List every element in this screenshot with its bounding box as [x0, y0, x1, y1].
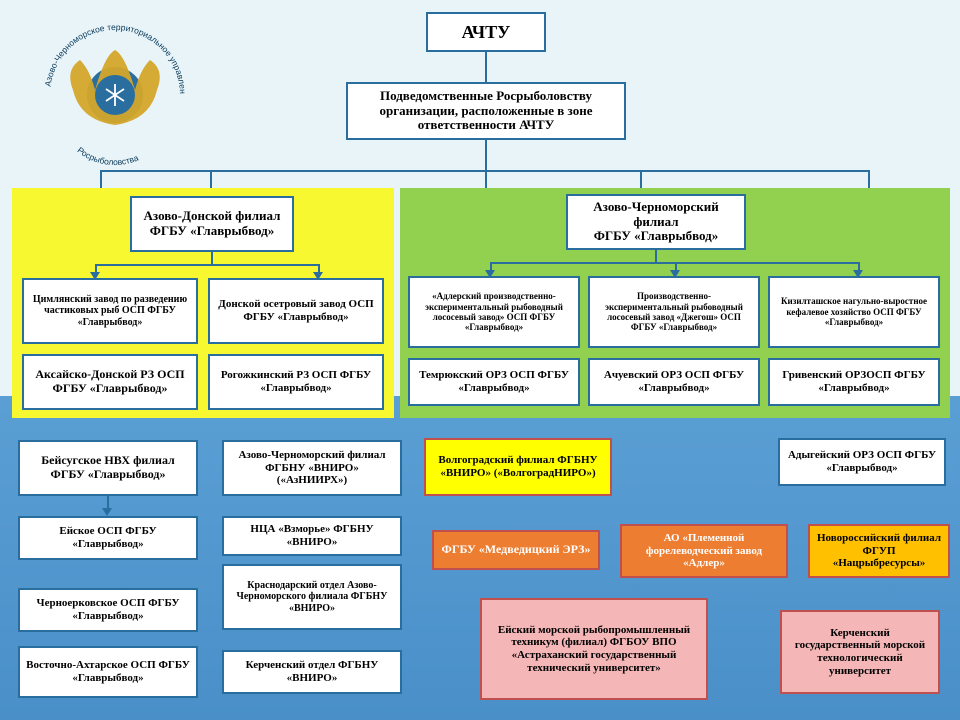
green-branch-header-text: Азово-Черноморский филиал ФГБУ «Главрыбв… — [574, 200, 738, 245]
subroot-box: Подведомственные Росрыболовству организа… — [346, 82, 626, 140]
root-box: АЧТУ — [426, 12, 546, 52]
yellow-child-0-text: Цимлянский завод по разведению частиковы… — [30, 294, 190, 329]
beisug-header: Бейсугское НВХ филиал ФГБУ «Главрыбвод» — [18, 440, 198, 496]
subroot-text: Подведомственные Росрыболовству организа… — [354, 89, 618, 134]
yellow-branch-header-text: Азово-Донской филиал ФГБУ «Главрыбвод» — [144, 209, 281, 239]
green-child-4: Ачуевский ОРЗ ОСП ФГБУ «Главрыбвод» — [588, 358, 760, 406]
kerch-box: Керченский государственный морской техно… — [780, 610, 940, 694]
green-branch-header: Азово-Черноморский филиал ФГБУ «Главрыбв… — [566, 194, 746, 250]
vniro-child-2-text: Керченский отдел ФГБНУ «ВНИРО» — [230, 659, 394, 684]
volg-box: Волгоградский филиал ФГБНУ «ВНИРО» («Вол… — [424, 438, 612, 496]
beisug-child-0: Ейское ОСП ФГБУ «Главрыбвод» — [18, 516, 198, 560]
green-child-4-text: Ачуевский ОРЗ ОСП ФГБУ «Главрыбвод» — [596, 369, 752, 394]
green-child-5: Гривенский ОРЗОСП ФГБУ «Главрыбвод» — [768, 358, 940, 406]
green-child-3-text: Темрюкский ОРЗ ОСП ФГБУ «Главрыбвод» — [416, 369, 572, 394]
eisk-text: Ейский морской рыбопромышленный техникум… — [488, 624, 700, 675]
green-child-2: Кизилташское нагульно-выростное кефалево… — [768, 276, 940, 348]
medv-box: ФГБУ «Медведицкий ЭРЗ» — [432, 530, 600, 570]
beisug-child-2-text: Восточно-Ахтарское ОСП ФГБУ «Главрыбвод» — [26, 659, 190, 684]
root-title: АЧТУ — [462, 22, 511, 43]
yellow-child-3: Рогожкинский РЗ ОСП ФГБУ «Главрыбвод» — [208, 354, 384, 410]
beisug-child-0-text: Ейское ОСП ФГБУ «Главрыбвод» — [26, 525, 190, 550]
adyg-box: Адыгейский ОРЗ ОСП ФГБУ «Главрыбвод» — [778, 438, 946, 486]
novor-text: Новороссийский филиал ФГУП «Нацрыбресурс… — [816, 532, 942, 570]
yellow-child-2-text: Аксайско-Донской РЗ ОСП ФГБУ «Главрыбвод… — [30, 368, 190, 396]
beisug-child-1-text: Черноерковское ОСП ФГБУ «Главрыбвод» — [26, 597, 190, 622]
adyg-text: Адыгейский ОРЗ ОСП ФГБУ «Главрыбвод» — [786, 449, 938, 474]
yellow-child-2: Аксайско-Донской РЗ ОСП ФГБУ «Главрыбвод… — [22, 354, 198, 410]
vniro-child-1-text: Краснодарский отдел Азово-Черноморского … — [230, 580, 394, 615]
green-child-5-text: Гривенский ОРЗОСП ФГБУ «Главрыбвод» — [776, 369, 932, 394]
vniro-child-2: Керченский отдел ФГБНУ «ВНИРО» — [222, 650, 402, 694]
medv-text: ФГБУ «Медведицкий ЭРЗ» — [442, 543, 591, 557]
vniro-header-text: Азово-Черноморский филиал ФГБНУ «ВНИРО» … — [230, 449, 394, 487]
kerch-text: Керченский государственный морской техно… — [788, 627, 932, 678]
vniro-header: Азово-Черноморский филиал ФГБНУ «ВНИРО» … — [222, 440, 402, 496]
beisug-header-text: Бейсугское НВХ филиал ФГБУ «Главрыбвод» — [41, 454, 175, 482]
vniro-child-1: Краснодарский отдел Азово-Черноморского … — [222, 564, 402, 630]
svg-text:Росрыболовства: Росрыболовства — [76, 145, 140, 167]
green-child-2-text: Кизилташское нагульно-выростное кефалево… — [776, 296, 932, 327]
yellow-child-0: Цимлянский завод по разведению частиковы… — [22, 278, 198, 344]
green-child-3: Темрюкский ОРЗ ОСП ФГБУ «Главрыбвод» — [408, 358, 580, 406]
novor-box: Новороссийский филиал ФГУП «Нацрыбресурс… — [808, 524, 950, 578]
yellow-child-1: Донской осетровый завод ОСП ФГБУ «Главры… — [208, 278, 384, 344]
green-child-1-text: Производственно-экспериментальный рыбово… — [596, 291, 752, 332]
green-child-0-text: «Адлерский производственно-экспериментал… — [416, 291, 572, 332]
vniro-child-0: НЦА «Взморье» ФГБНУ «ВНИРО» — [222, 516, 402, 556]
volg-text: Волгоградский филиал ФГБНУ «ВНИРО» («Вол… — [432, 454, 604, 479]
yellow-branch-header: Азово-Донской филиал ФГБУ «Главрыбвод» — [130, 196, 294, 252]
beisug-child-1: Черноерковское ОСП ФГБУ «Главрыбвод» — [18, 588, 198, 632]
vniro-child-0-text: НЦА «Взморье» ФГБНУ «ВНИРО» — [230, 523, 394, 548]
eisk-box: Ейский морской рыбопромышленный техникум… — [480, 598, 708, 700]
beisug-child-2: Восточно-Ахтарское ОСП ФГБУ «Главрыбвод» — [18, 646, 198, 698]
green-child-0: «Адлерский производственно-экспериментал… — [408, 276, 580, 348]
green-child-1: Производственно-экспериментальный рыбово… — [588, 276, 760, 348]
yellow-child-3-text: Рогожкинский РЗ ОСП ФГБУ «Главрыбвод» — [216, 369, 376, 394]
adler-text: АО «Племенной форелеводческий завод «Адл… — [628, 532, 780, 570]
emblem: Азово-Черноморское территориальное управ… — [30, 10, 200, 180]
yellow-child-1-text: Донской осетровый завод ОСП ФГБУ «Главры… — [216, 298, 376, 323]
adler-box: АО «Племенной форелеводческий завод «Адл… — [620, 524, 788, 578]
